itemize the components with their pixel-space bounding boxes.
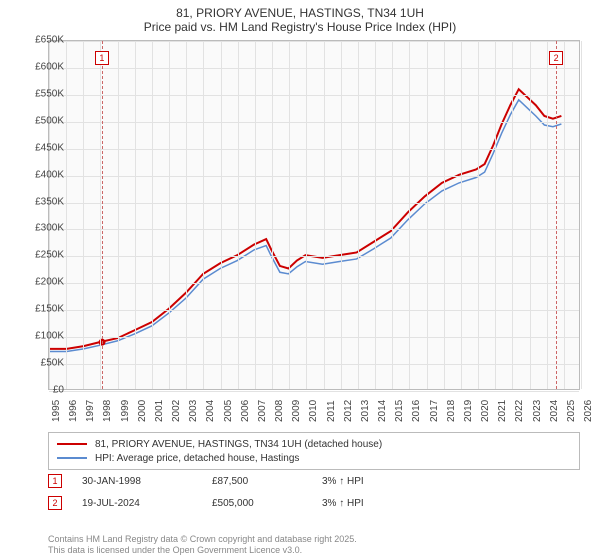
marker-box: 2 — [549, 51, 563, 65]
sale-row: 2 19-JUL-2024 £505,000 3% ↑ HPI — [48, 496, 364, 510]
legend-swatch — [57, 443, 87, 445]
sale-marker-box: 2 — [48, 496, 62, 510]
legend-item: HPI: Average price, detached house, Hast… — [57, 451, 571, 465]
y-tick-label: £150K — [35, 304, 64, 315]
title-line-2: Price paid vs. HM Land Registry's House … — [0, 20, 600, 34]
marker-line — [556, 41, 557, 389]
x-tick-label: 2011 — [326, 400, 337, 422]
footer-attribution: Contains HM Land Registry data © Crown c… — [48, 534, 357, 556]
x-tick-label: 2014 — [377, 400, 388, 422]
plot-area: 12 — [48, 40, 580, 390]
x-tick-label: 2012 — [343, 400, 354, 422]
x-tick-label: 2007 — [257, 400, 268, 422]
x-tick-label: 2025 — [566, 400, 577, 422]
y-tick-label: £300K — [35, 223, 64, 234]
sale-price: £87,500 — [212, 476, 322, 487]
x-tick-label: 2010 — [308, 400, 319, 422]
y-tick-label: £450K — [35, 142, 64, 153]
x-tick-label: 2023 — [532, 400, 543, 422]
sale-date: 30-JAN-1998 — [82, 476, 212, 487]
chart-title: 81, PRIORY AVENUE, HASTINGS, TN34 1UH Pr… — [0, 0, 600, 35]
x-tick-label: 2003 — [188, 400, 199, 422]
sale-date: 19-JUL-2024 — [82, 498, 212, 509]
x-tick-label: 2020 — [480, 400, 491, 422]
arrow-up-icon: ↑ — [339, 476, 344, 487]
sale-row: 1 30-JAN-1998 £87,500 3% ↑ HPI — [48, 474, 364, 488]
x-tick-label: 2001 — [154, 400, 165, 422]
chart-container: 81, PRIORY AVENUE, HASTINGS, TN34 1UH Pr… — [0, 0, 600, 560]
x-tick-label: 1997 — [85, 400, 96, 422]
y-tick-label: £400K — [35, 169, 64, 180]
x-tick-label: 2008 — [274, 400, 285, 422]
sale-price: £505,000 — [212, 498, 322, 509]
y-tick-label: £350K — [35, 196, 64, 207]
y-tick-label: £0 — [53, 385, 64, 396]
x-tick-label: 1999 — [120, 400, 131, 422]
x-tick-label: 2009 — [291, 400, 302, 422]
y-tick-label: £600K — [35, 61, 64, 72]
footer-line: Contains HM Land Registry data © Crown c… — [48, 534, 357, 545]
x-tick-label: 2004 — [205, 400, 216, 422]
sale-hpi: 3% ↑ HPI — [322, 476, 364, 487]
legend-label: HPI: Average price, detached house, Hast… — [95, 453, 299, 464]
arrow-up-icon: ↑ — [339, 498, 344, 509]
y-tick-label: £500K — [35, 115, 64, 126]
x-tick-label: 2000 — [137, 400, 148, 422]
x-tick-label: 2021 — [497, 400, 508, 422]
legend-swatch — [57, 457, 87, 459]
marker-line — [102, 41, 103, 389]
x-tick-label: 1998 — [102, 400, 113, 422]
x-tick-label: 2002 — [171, 400, 182, 422]
y-tick-label: £100K — [35, 331, 64, 342]
x-tick-label: 2018 — [446, 400, 457, 422]
x-tick-label: 2015 — [394, 400, 405, 422]
x-tick-label: 2022 — [514, 400, 525, 422]
x-tick-label: 2005 — [223, 400, 234, 422]
x-tick-label: 1995 — [51, 400, 62, 422]
x-tick-label: 2026 — [583, 400, 594, 422]
y-tick-label: £550K — [35, 88, 64, 99]
legend-item: 81, PRIORY AVENUE, HASTINGS, TN34 1UH (d… — [57, 437, 571, 451]
x-tick-label: 1996 — [68, 400, 79, 422]
x-tick-label: 2006 — [240, 400, 251, 422]
legend-label: 81, PRIORY AVENUE, HASTINGS, TN34 1UH (d… — [95, 439, 382, 450]
x-tick-label: 2013 — [360, 400, 371, 422]
y-tick-label: £50K — [41, 358, 64, 369]
footer-line: This data is licensed under the Open Gov… — [48, 545, 357, 556]
y-tick-label: £200K — [35, 277, 64, 288]
y-tick-label: £250K — [35, 250, 64, 261]
x-tick-label: 2019 — [463, 400, 474, 422]
x-tick-label: 2024 — [549, 400, 560, 422]
x-tick-label: 2016 — [411, 400, 422, 422]
y-tick-label: £650K — [35, 35, 64, 46]
legend: 81, PRIORY AVENUE, HASTINGS, TN34 1UH (d… — [48, 432, 580, 470]
marker-box: 1 — [95, 51, 109, 65]
title-line-1: 81, PRIORY AVENUE, HASTINGS, TN34 1UH — [0, 6, 600, 20]
x-tick-label: 2017 — [429, 400, 440, 422]
sale-marker-box: 1 — [48, 474, 62, 488]
sale-hpi: 3% ↑ HPI — [322, 498, 364, 509]
